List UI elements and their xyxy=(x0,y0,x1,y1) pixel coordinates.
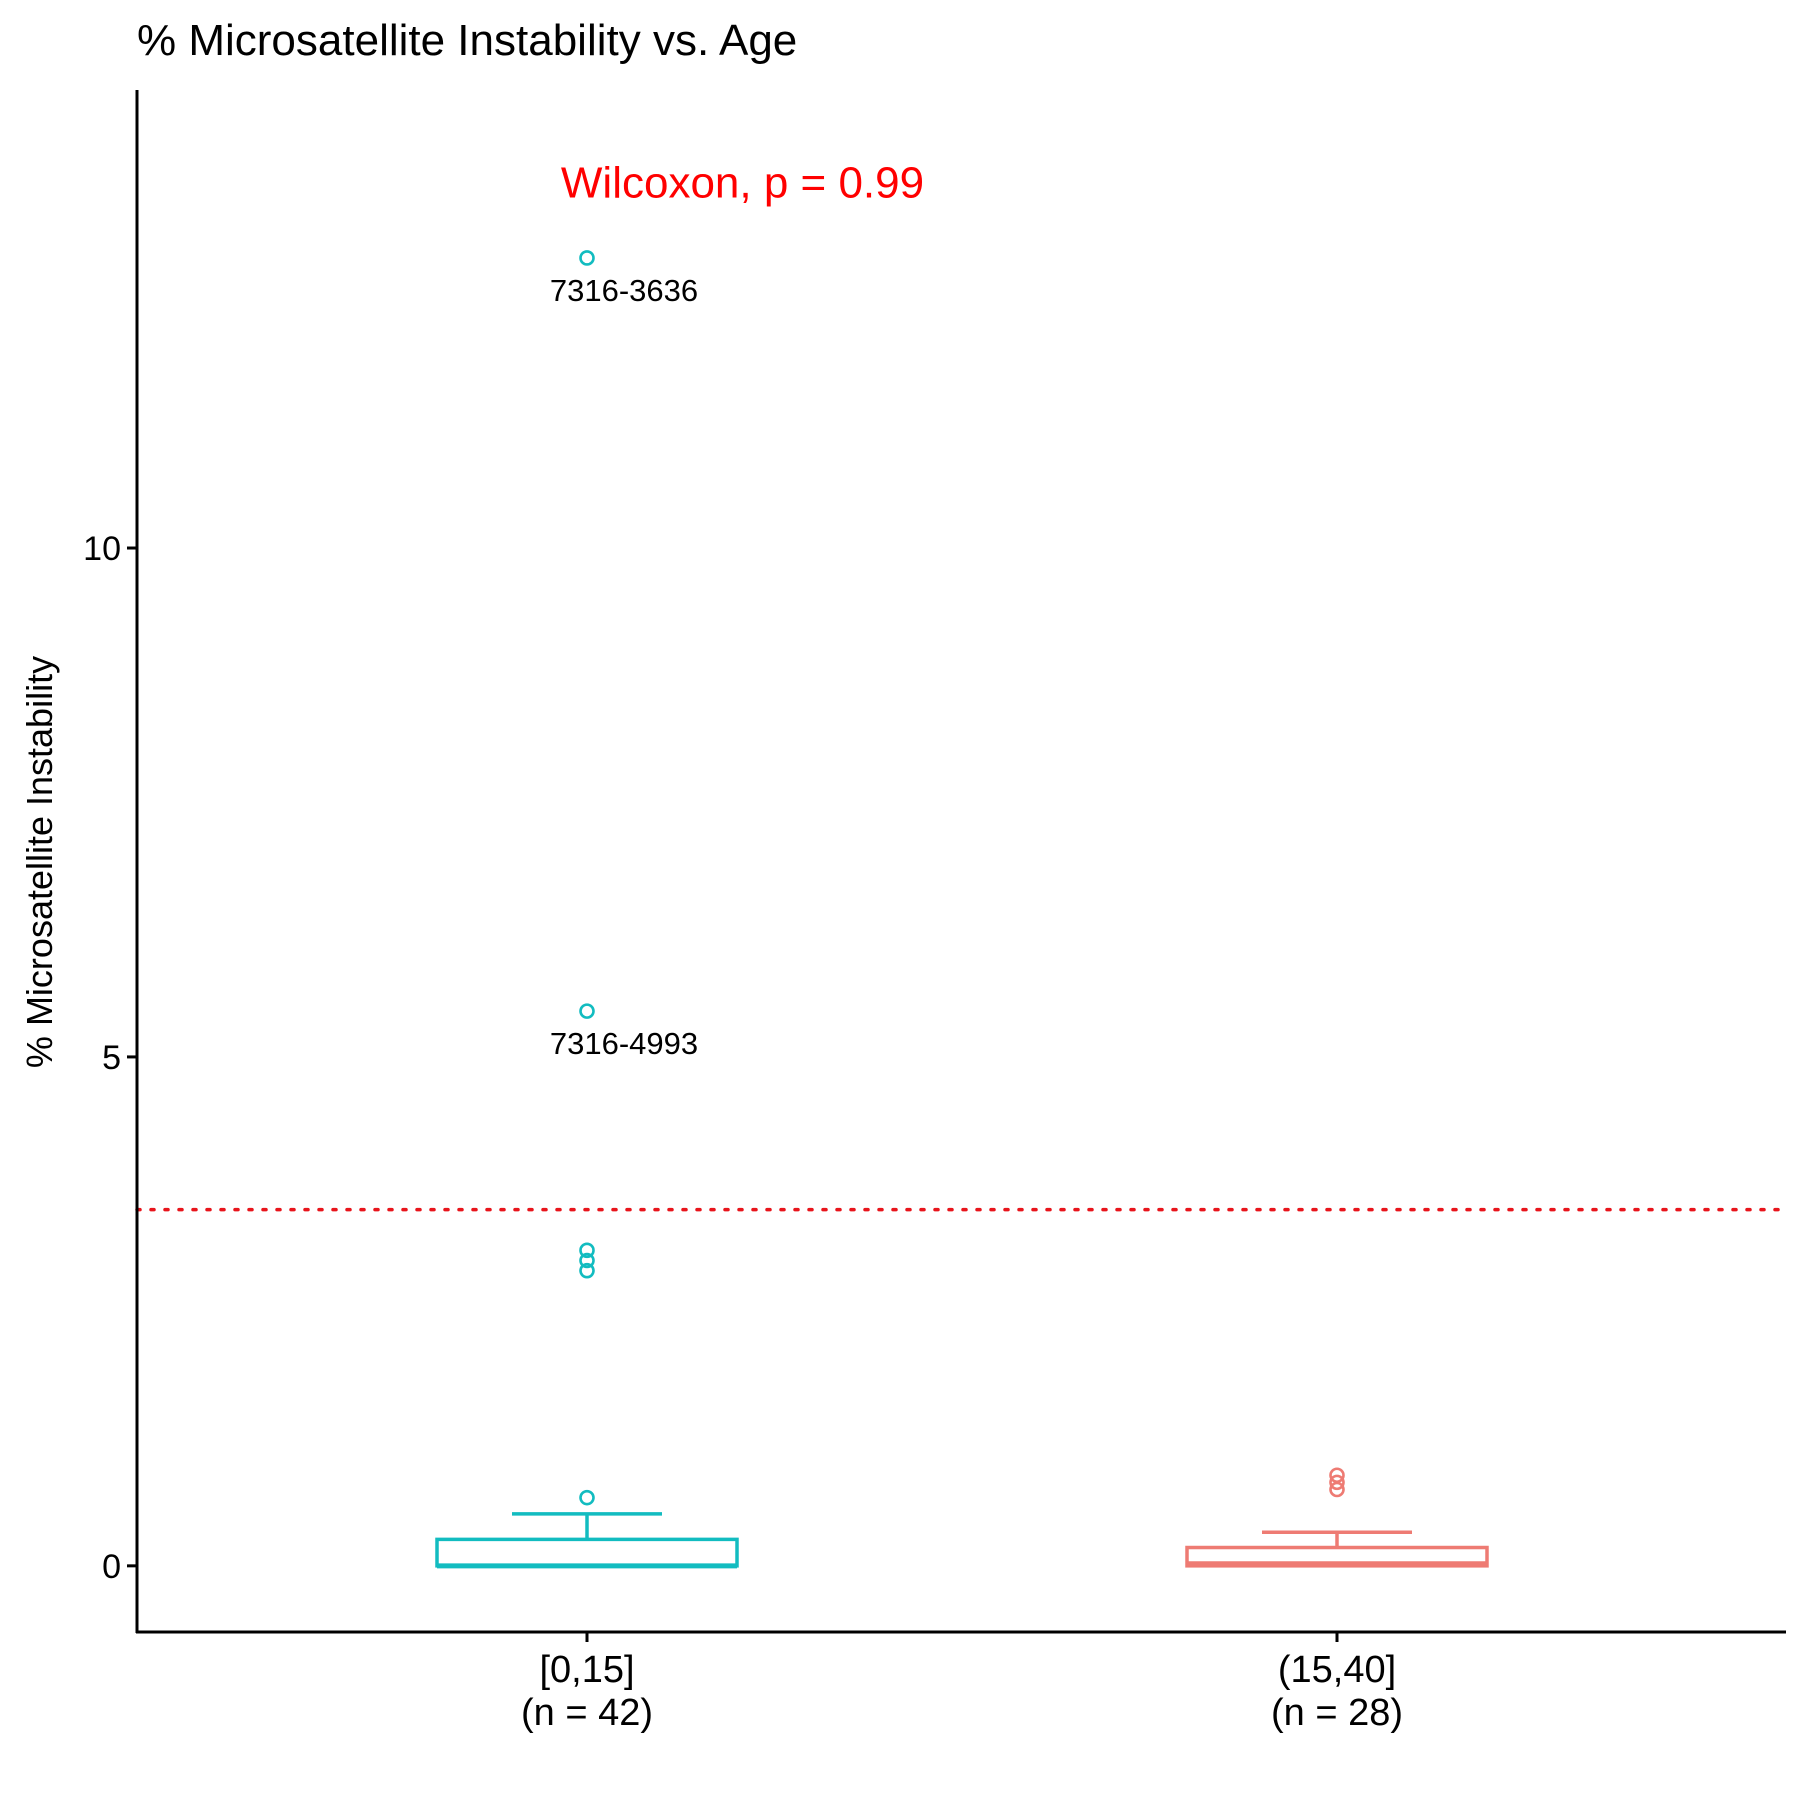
box-iqr xyxy=(435,1537,739,1568)
outlier-point xyxy=(1329,1474,1345,1491)
outlier-point xyxy=(579,1242,595,1259)
outlier-point xyxy=(579,1262,595,1279)
x-tick-label: [0,15] xyxy=(539,1649,634,1691)
outlier-point xyxy=(1329,1467,1345,1484)
x-tick-n-label: (n = 28) xyxy=(1271,1692,1403,1734)
y-axis-label: % Microsatellite Instability xyxy=(19,656,60,1068)
y-tick-label: 10 xyxy=(83,530,121,568)
wilcoxon-annotation: Wilcoxon, p = 0.99 xyxy=(561,159,924,208)
point-label: 7316-3636 xyxy=(550,273,698,308)
point-label: 7316-4993 xyxy=(550,1026,698,1061)
y-tick-label: 0 xyxy=(102,1548,121,1586)
outlier-point xyxy=(579,1003,595,1019)
x-tick-label: (15,40] xyxy=(1278,1649,1396,1691)
chart-title: % Microsatellite Instability vs. Age xyxy=(137,16,797,65)
outlier-point xyxy=(579,1489,595,1506)
outlier-point xyxy=(579,250,595,266)
y-tick-label: 5 xyxy=(102,1039,121,1077)
outlier-point xyxy=(579,1252,595,1269)
x-tick-n-label: (n = 42) xyxy=(521,1692,653,1734)
